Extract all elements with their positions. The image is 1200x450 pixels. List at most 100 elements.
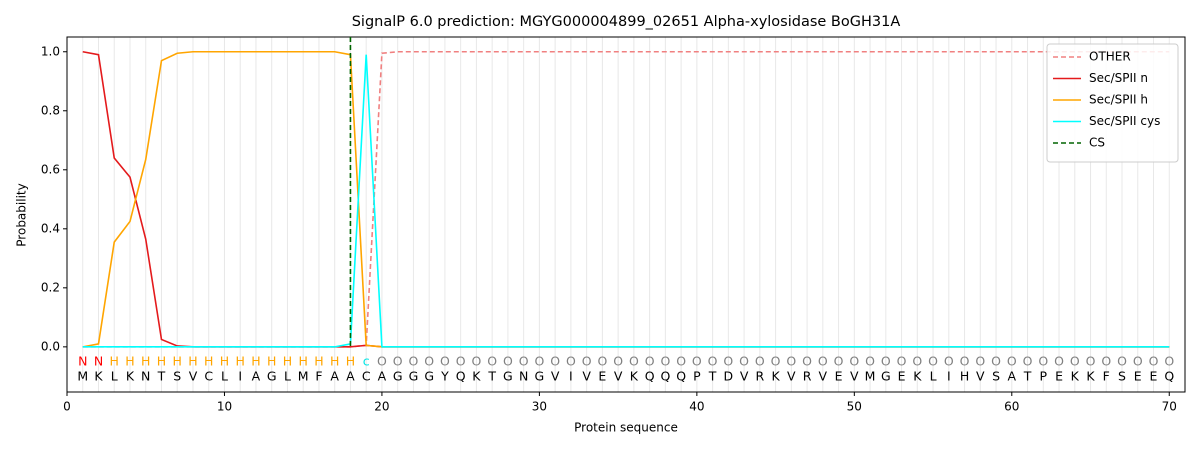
- residue-label: O: [676, 354, 686, 369]
- residue-label: H: [267, 354, 276, 369]
- x-tick-label: 0: [63, 400, 71, 414]
- residue: E: [598, 369, 606, 384]
- residue-label: O: [944, 354, 954, 369]
- residue-label: O: [1133, 354, 1143, 369]
- residue: Q: [660, 369, 670, 384]
- residue-label: O: [991, 354, 1001, 369]
- residue: V: [819, 369, 828, 384]
- residue: G: [503, 369, 513, 384]
- residue: E: [1055, 369, 1063, 384]
- residue-label: O: [440, 354, 450, 369]
- residue: G: [424, 369, 434, 384]
- residue: K: [472, 369, 481, 384]
- residue-label: O: [456, 354, 466, 369]
- x-axis-label: Protein sequence: [574, 421, 678, 435]
- residue: I: [947, 369, 951, 384]
- residue: F: [315, 369, 322, 384]
- residue: V: [740, 369, 749, 384]
- residue: N: [141, 369, 150, 384]
- residue-label: H: [251, 354, 260, 369]
- residue: P: [1040, 369, 1048, 384]
- residue-label: H: [157, 354, 166, 369]
- series-line: [82, 50, 1170, 348]
- residue-label: O: [629, 354, 639, 369]
- residue-label: O: [802, 354, 812, 369]
- series-line: [82, 50, 1170, 348]
- series-line: [82, 54, 1170, 348]
- x-tick-label: 20: [374, 400, 389, 414]
- residue: T: [487, 369, 496, 384]
- residue-label: O: [660, 354, 670, 369]
- residue-label: O: [1007, 354, 1017, 369]
- residue-label: H: [110, 354, 119, 369]
- residue: Q: [645, 369, 655, 384]
- residue: K: [1071, 369, 1080, 384]
- y-tick-label: 0.4: [41, 221, 60, 235]
- residue: T: [708, 369, 717, 384]
- residue: S: [1118, 369, 1126, 384]
- y-tick-label: 0.2: [41, 280, 60, 294]
- residue-label: O: [928, 354, 938, 369]
- residue-label: O: [897, 354, 907, 369]
- residue-label: H: [236, 354, 245, 369]
- residue: C: [362, 369, 371, 384]
- y-tick-label: 1.0: [41, 44, 60, 58]
- residue-label: O: [645, 354, 655, 369]
- residue-label: c: [363, 354, 370, 369]
- residue: V: [189, 369, 198, 384]
- residue-label: O: [771, 354, 781, 369]
- residue: N: [519, 369, 528, 384]
- residue: K: [1086, 369, 1095, 384]
- residue-label: O: [692, 354, 702, 369]
- residue-label: H: [283, 354, 292, 369]
- residue: G: [409, 369, 419, 384]
- residue: K: [771, 369, 780, 384]
- residue: H: [960, 369, 969, 384]
- residue-label: O: [786, 354, 796, 369]
- residue-label: O: [1023, 354, 1033, 369]
- residue-label: O: [377, 354, 387, 369]
- residue: C: [204, 369, 213, 384]
- residue: V: [614, 369, 623, 384]
- residue-label: O: [881, 354, 891, 369]
- residue: V: [976, 369, 985, 384]
- residue-label: O: [960, 354, 970, 369]
- legend-label: Sec/SPII h: [1089, 93, 1148, 107]
- residue-label: O: [471, 354, 481, 369]
- residue-label: H: [298, 354, 307, 369]
- residue-label: O: [755, 354, 765, 369]
- residue-label: O: [393, 354, 403, 369]
- residue-label: O: [1117, 354, 1127, 369]
- y-tick-label: 0.6: [41, 162, 60, 176]
- y-tick-label: 0.0: [41, 339, 60, 353]
- residue-label: O: [534, 354, 544, 369]
- residue-label: O: [1038, 354, 1048, 369]
- residue-label: O: [1086, 354, 1096, 369]
- residue: A: [346, 369, 355, 384]
- residue: P: [693, 369, 701, 384]
- residue-label: H: [173, 354, 182, 369]
- residue: V: [787, 369, 796, 384]
- residue: E: [1134, 369, 1142, 384]
- residue: G: [393, 369, 403, 384]
- residue: Q: [1164, 369, 1174, 384]
- residue-label: O: [912, 354, 922, 369]
- residue: K: [913, 369, 922, 384]
- residue-label: O: [519, 354, 529, 369]
- residue: S: [173, 369, 181, 384]
- residue: K: [94, 369, 103, 384]
- residue-label: O: [975, 354, 985, 369]
- residue-label: O: [409, 354, 419, 369]
- residue-label: O: [487, 354, 497, 369]
- legend-box: [1046, 43, 1179, 163]
- residue: K: [630, 369, 639, 384]
- series-line: [82, 50, 1170, 348]
- residue-label: O: [818, 354, 828, 369]
- residue-label: H: [125, 354, 134, 369]
- residue: G: [881, 369, 891, 384]
- residue-label: O: [613, 354, 623, 369]
- residue-label: O: [1054, 354, 1064, 369]
- residue-label: O: [849, 354, 859, 369]
- residue: S: [992, 369, 1000, 384]
